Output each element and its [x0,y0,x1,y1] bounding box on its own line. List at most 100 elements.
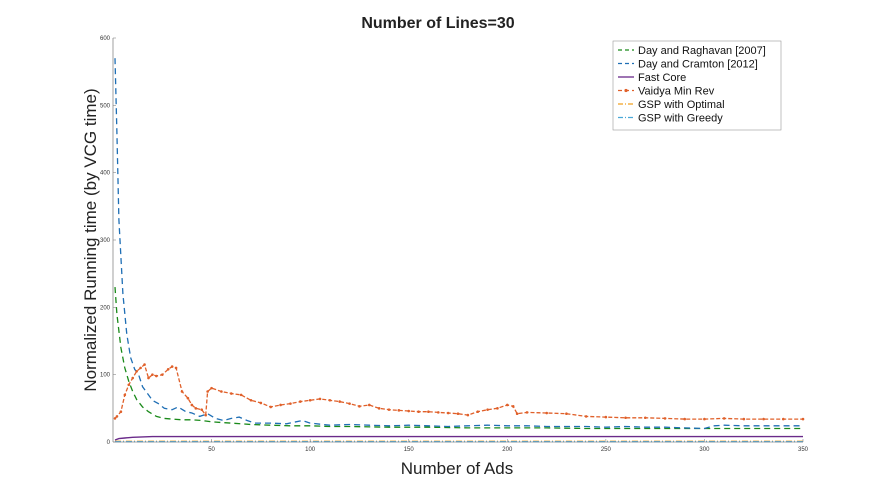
series-point [407,409,411,413]
legend-label: GSP with Optimal [638,99,725,111]
series-point [387,408,391,411]
y-tick-label: 0 [107,440,111,446]
series-point [742,417,746,421]
series-point [722,417,726,420]
series-point [515,412,519,416]
series-point [565,412,568,416]
series-point [367,403,371,407]
series-point [259,401,263,405]
series-point [328,398,332,402]
y-tick-label: 300 [100,238,111,244]
series-point [318,397,322,401]
series-point [663,417,667,420]
series-point [703,417,706,421]
series-point [151,373,154,376]
y-tick-label: 400 [100,171,111,177]
y-tick-label: 200 [100,305,111,311]
series-point [801,417,805,421]
legend-marker [624,88,628,93]
series-point [545,411,549,415]
series-point [194,407,198,410]
y-tick-label: 600 [100,36,111,42]
series-point [269,405,273,409]
series-point [762,417,765,421]
series-point [308,398,312,402]
series-point [427,410,430,414]
legend: Day and Raghavan [2007] Day and Cramton [… [612,40,782,131]
series-point [160,373,164,376]
series-point [417,410,420,414]
series-point [135,370,138,373]
series-point [170,365,174,368]
series-point [289,402,292,405]
legend-label: Vaidya Min Rev [638,86,715,98]
series-point [436,411,440,414]
series-point [147,376,150,380]
legend-label: GSP with Greedy [638,113,723,125]
x-tick-label: 300 [699,447,710,453]
x-tick-label: 150 [404,447,415,453]
series-line-2 [114,435,803,441]
x-axis-title: Number of Ads [401,459,513,478]
series-point [115,415,119,418]
series-point [511,405,515,408]
series-point [200,408,204,411]
series-point [186,396,190,400]
legend-box [612,40,782,131]
series-point [155,374,158,378]
chart-title: Number of Lines=30 [361,15,514,32]
series-point [505,403,509,407]
series-point [584,415,588,418]
x-tick-label: 200 [502,447,513,453]
y-tick-label: 100 [100,373,111,379]
x-tick-label: 350 [798,447,809,453]
series-point [204,413,207,417]
x-tick-label: 50 [208,447,215,453]
series-point [377,407,381,410]
series-point [166,367,170,371]
series-point [174,366,178,370]
series-point [206,390,209,393]
series-point [486,408,489,411]
series-point [683,417,687,421]
series-point [180,390,184,393]
x-tick-label: 100 [305,447,316,453]
series-point [624,416,627,420]
series-point [476,410,480,414]
legend-label: Day and Raghavan [2007] [638,45,766,57]
series-point [348,402,351,405]
series-point [446,411,450,415]
series-line-0 [114,287,803,430]
x-ticks: 50 100 150 200 250 300 350 [208,439,809,453]
series-point [643,416,647,420]
legend-label: Day and Cramton [2012] [638,59,758,71]
series-line-1 [114,58,803,430]
series-point [338,400,342,403]
series-point [229,392,233,395]
series-point [190,403,194,407]
series-point [127,383,131,387]
series-point [397,409,401,412]
series-point [279,403,282,407]
series-point [143,363,146,366]
series-point [456,412,460,416]
series-point [210,386,213,390]
series-point [298,400,302,403]
series-point [123,393,127,397]
series-point [249,398,253,402]
series-point [604,415,608,419]
series-point [119,410,123,414]
series-point [496,407,499,410]
y-axis-title: Normalized Running time (by VCG time) [81,88,100,391]
y-ticks: 0 100 200 300 400 500 600 [100,36,116,446]
series-point [131,376,135,380]
y-tick-label: 500 [100,103,111,109]
series-point [239,393,243,397]
series-point [781,417,785,421]
series-point [466,413,470,417]
x-tick-label: 250 [601,447,612,453]
series-point [113,417,117,420]
legend-label: Fast Core [638,72,686,84]
series-point [525,411,529,414]
